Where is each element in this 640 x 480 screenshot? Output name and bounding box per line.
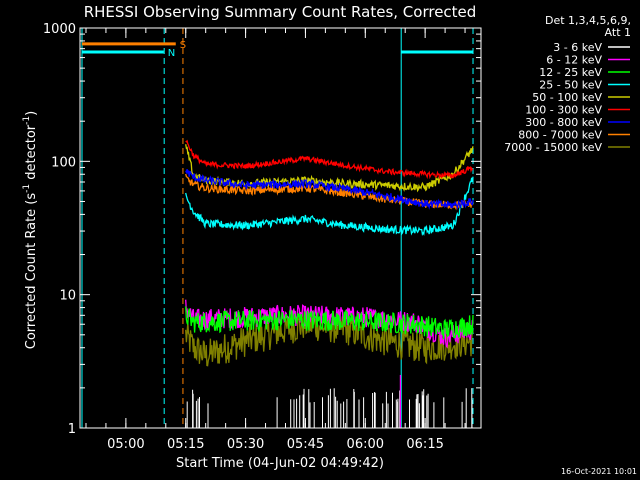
series-line-0 <box>186 388 473 428</box>
legend-label: 7000 - 15000 keV <box>504 141 602 154</box>
y-tick-label: 100 <box>51 155 76 170</box>
legend-label: 25 - 50 keV <box>539 79 602 92</box>
axes: 1 10 100 1000 05:00 05:15 05:30 05:45 06:00 06:15 <box>43 22 482 452</box>
y-axis-label-mid: detector <box>24 124 39 184</box>
series-line-4 <box>185 144 474 193</box>
legend-header-line2: Att 1 <box>605 26 631 39</box>
x-axis-label: Start Time (04-Jun-02 04:49:42) <box>176 456 384 471</box>
series-line-6 <box>185 168 474 210</box>
legend-label: 6 - 12 keV <box>546 54 602 67</box>
x-tick-label: 05:45 <box>287 437 324 452</box>
y-tick-label: 1 <box>68 422 76 437</box>
legend-label: 300 - 800 keV <box>525 116 602 129</box>
y-axis-label: Corrected Count Rate (s-1 detector-1) <box>22 111 39 349</box>
y-axis-label-sup: -1 <box>22 184 32 193</box>
chart-title: RHESSI Observing Summary Count Rates, Co… <box>84 3 477 21</box>
timestamp: 16-Oct-2021 10:01 <box>561 467 637 476</box>
legend-label: 100 - 300 keV <box>525 104 602 117</box>
y-tick-label: 1000 <box>43 22 76 37</box>
legend-header-line1: Det 1,3,4,5,6,9, <box>545 14 631 27</box>
legend-label: 800 - 7000 keV <box>518 129 602 142</box>
x-tick-label: 05:00 <box>107 437 144 452</box>
y-tick-label: 10 <box>59 289 76 304</box>
x-tick-label: 06:00 <box>347 437 384 452</box>
legend-label: 3 - 6 keV <box>553 41 602 54</box>
y-axis-label-suffix: ) <box>24 111 39 116</box>
x-tick-label: 06:15 <box>406 437 443 452</box>
legend-label: 50 - 100 keV <box>532 91 602 104</box>
x-tick-label: 05:30 <box>227 437 264 452</box>
y-axis-label-prefix: Corrected Count Rate (s <box>24 193 39 350</box>
flag-label: S <box>180 40 186 51</box>
legend-label: 12 - 25 keV <box>539 66 602 79</box>
series-line-5 <box>185 139 474 180</box>
series-line-2 <box>185 306 474 340</box>
flag-label: N <box>168 48 175 59</box>
plot-frame <box>79 27 482 429</box>
series-layer <box>185 139 474 428</box>
series-line-3 <box>185 176 474 237</box>
plot-area: SN <box>81 28 474 428</box>
x-tick-label: 05:15 <box>167 437 204 452</box>
y-axis-label-sup2: -1 <box>22 116 32 125</box>
